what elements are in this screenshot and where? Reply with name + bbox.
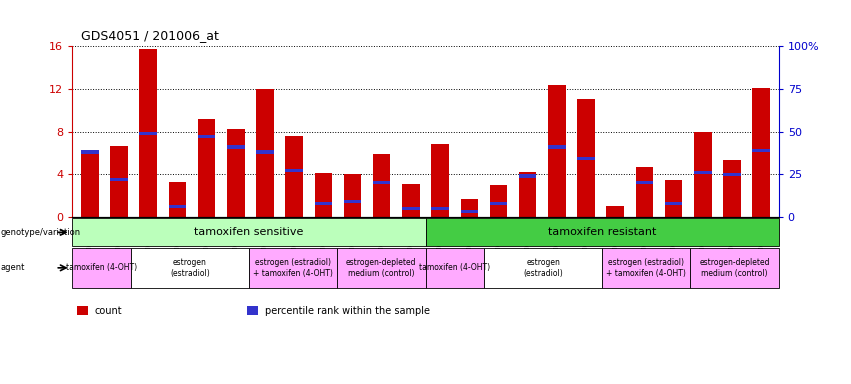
Text: tamoxifen (4-OHT): tamoxifen (4-OHT) (66, 263, 137, 272)
Bar (403, 184, 420, 217)
Bar (344, 174, 362, 217)
Bar (227, 145, 244, 149)
Bar (140, 132, 157, 135)
Bar (460, 199, 478, 217)
Bar (197, 135, 215, 138)
Bar (548, 145, 566, 149)
Bar (403, 207, 420, 210)
Bar (519, 172, 536, 217)
Text: percentile rank within the sample: percentile rank within the sample (265, 306, 430, 316)
Bar (723, 173, 740, 176)
Bar (315, 173, 332, 217)
Bar (489, 185, 507, 217)
Bar (752, 88, 770, 217)
Bar (81, 151, 99, 154)
Text: genotype/variation: genotype/variation (1, 228, 81, 237)
Text: count: count (94, 306, 122, 316)
Bar (694, 131, 711, 217)
Bar (227, 129, 244, 217)
Bar (460, 210, 478, 214)
Bar (315, 202, 332, 205)
Text: estrogen-depleted
medium (control): estrogen-depleted medium (control) (346, 258, 417, 278)
Bar (607, 206, 624, 217)
Bar (373, 181, 391, 184)
Bar (168, 182, 186, 217)
Bar (285, 169, 303, 172)
Bar (111, 146, 128, 217)
Text: tamoxifen resistant: tamoxifen resistant (548, 227, 656, 237)
Bar (636, 181, 654, 184)
Bar (694, 171, 711, 174)
Bar (197, 119, 215, 217)
Bar (577, 157, 595, 161)
Text: GDS4051 / 201006_at: GDS4051 / 201006_at (81, 29, 219, 42)
Bar (373, 154, 391, 217)
Bar (636, 167, 654, 217)
Bar (489, 202, 507, 205)
Bar (140, 49, 157, 217)
Bar (344, 200, 362, 203)
Bar (256, 89, 274, 217)
Bar (168, 205, 186, 208)
Text: estrogen-depleted
medium (control): estrogen-depleted medium (control) (700, 258, 770, 278)
Text: estrogen
(estradiol): estrogen (estradiol) (170, 258, 210, 278)
Bar (665, 180, 683, 217)
Bar (577, 99, 595, 217)
Bar (111, 178, 128, 181)
Text: estrogen (estradiol)
+ tamoxifen (4-OHT): estrogen (estradiol) + tamoxifen (4-OHT) (606, 258, 686, 278)
Bar (752, 149, 770, 152)
Text: estrogen (estradiol)
+ tamoxifen (4-OHT): estrogen (estradiol) + tamoxifen (4-OHT) (253, 258, 333, 278)
Bar (81, 152, 99, 217)
Text: estrogen
(estradiol): estrogen (estradiol) (523, 258, 563, 278)
Bar (723, 161, 740, 217)
Bar (285, 136, 303, 217)
Text: tamoxifen sensitive: tamoxifen sensitive (194, 227, 304, 237)
Text: tamoxifen (4-OHT): tamoxifen (4-OHT) (420, 263, 490, 272)
Text: agent: agent (1, 263, 26, 272)
Bar (431, 144, 448, 217)
Bar (665, 202, 683, 205)
Bar (548, 84, 566, 217)
Bar (431, 207, 448, 210)
Bar (256, 151, 274, 154)
Bar (519, 174, 536, 177)
